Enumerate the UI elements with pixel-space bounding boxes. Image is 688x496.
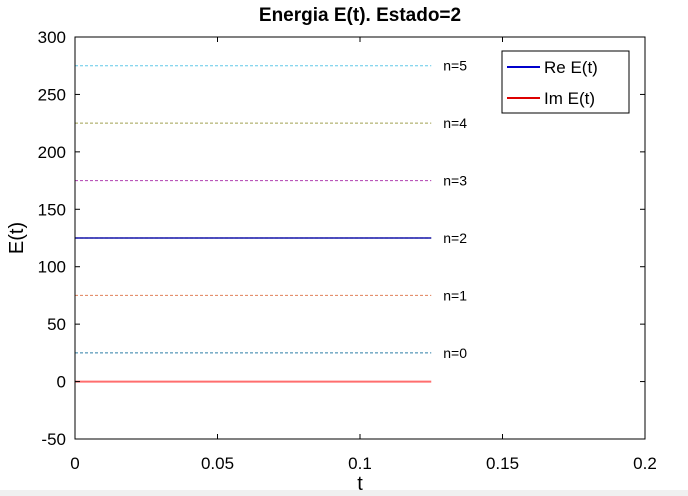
- legend: Re E(t) Im E(t): [501, 50, 630, 114]
- y-tick-label: 100: [38, 258, 66, 277]
- y-tick-label: 200: [38, 143, 66, 162]
- y-tick-label: 0: [57, 373, 66, 392]
- y-tick-label: -50: [41, 430, 66, 449]
- legend-label: Re E(t): [544, 58, 598, 77]
- y-tick-label: 300: [38, 28, 66, 47]
- x-tick-label: 0.15: [486, 454, 519, 473]
- bottom-strip: [0, 490, 688, 496]
- legend-label: Im E(t): [544, 89, 595, 108]
- reference-line-label: n=3: [443, 173, 467, 189]
- x-tick-label: 0.1: [348, 454, 372, 473]
- reference-line-label: n=5: [443, 58, 467, 74]
- x-axis-label: t: [357, 473, 363, 490]
- chart-title: Energia E(t). Estado=2: [259, 5, 461, 26]
- reference-line-label: n=1: [443, 287, 467, 303]
- series-lines: [75, 237, 432, 383]
- y-tick-label: 250: [38, 85, 66, 104]
- x-tick-label: 0.05: [201, 454, 234, 473]
- x-tick-label: 0.2: [633, 454, 657, 473]
- reference-lines: n=0 n=1 n=2 n=3 n=4 n=5: [75, 58, 467, 361]
- y-axis-label: E(t): [6, 222, 28, 254]
- y-tick-label: 150: [38, 200, 66, 219]
- reference-line-label: n=2: [443, 230, 467, 246]
- reference-line-label: n=4: [443, 115, 467, 131]
- y-tick-label: 50: [47, 315, 66, 334]
- x-tick-label: 0: [70, 454, 79, 473]
- reference-line-label: n=0: [443, 345, 467, 361]
- legend-box: [501, 50, 630, 114]
